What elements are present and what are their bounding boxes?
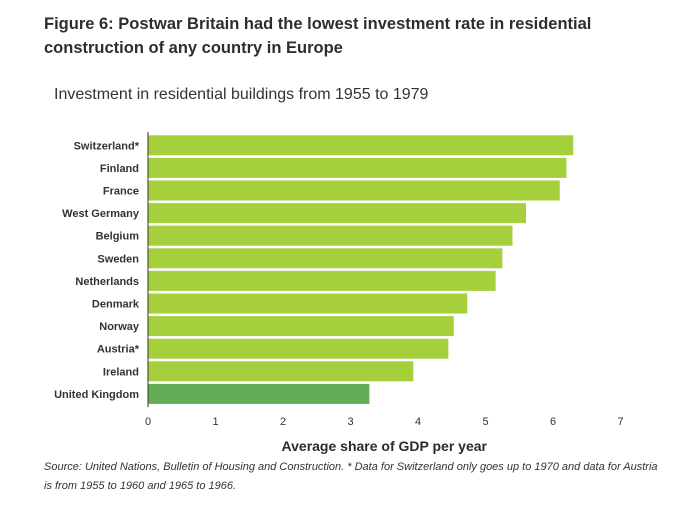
source-note: Source: United Nations, Bulletin of Hous… — [44, 461, 658, 492]
category-label-ireland: Ireland — [103, 366, 139, 378]
x-tick-label-3: 3 — [347, 416, 353, 428]
category-label-west-germany: West Germany — [62, 208, 140, 220]
bar-austria — [148, 338, 449, 359]
figure-title: Figure 6: Postwar Britain had the lowest… — [44, 15, 592, 57]
bar-belgium — [148, 225, 513, 246]
bar-norway — [148, 316, 454, 337]
category-label-denmark: Denmark — [92, 299, 140, 311]
x-tick-label-0: 0 — [145, 416, 151, 428]
bar-ireland — [148, 361, 414, 382]
category-label-austria: Austria* — [97, 344, 140, 356]
category-label-france: France — [103, 186, 139, 198]
bar-united-kingdom — [148, 383, 370, 404]
bar-finland — [148, 157, 567, 178]
bar-netherlands — [148, 270, 496, 291]
x-tick-labels-group: 0 1 2 3 4 5 6 7 — [145, 416, 624, 428]
x-tick-label-7: 7 — [617, 416, 623, 428]
category-label-belgium: Belgium — [96, 231, 140, 243]
x-tick-label-1: 1 — [212, 416, 218, 428]
x-axis-label: Average share of GDP per year — [282, 438, 488, 454]
chart-title: Investment in residential buildings from… — [54, 86, 429, 103]
bar-west-germany — [148, 203, 526, 224]
category-labels-group: Switzerland* Finland France West Germany Bel… — [54, 140, 140, 401]
bar-chart: Switzerland* Finland France West Germany Bel… — [54, 132, 624, 454]
category-label-switzerland: Switzerland* — [74, 140, 140, 152]
x-tick-label-2: 2 — [280, 416, 286, 428]
bar-switzerland — [148, 135, 574, 156]
category-label-united-kingdom: United Kingdom — [54, 389, 139, 401]
category-label-netherlands: Netherlands — [75, 276, 139, 288]
category-label-norway: Norway — [99, 321, 140, 333]
category-label-sweden: Sweden — [97, 253, 139, 265]
bar-denmark — [148, 293, 468, 314]
x-tick-label-5: 5 — [482, 416, 488, 428]
category-label-finland: Finland — [100, 163, 139, 175]
bar-france — [148, 180, 560, 201]
x-tick-label-4: 4 — [415, 416, 421, 428]
x-tick-label-6: 6 — [550, 416, 556, 428]
bars-group — [148, 135, 574, 404]
bar-sweden — [148, 248, 503, 269]
